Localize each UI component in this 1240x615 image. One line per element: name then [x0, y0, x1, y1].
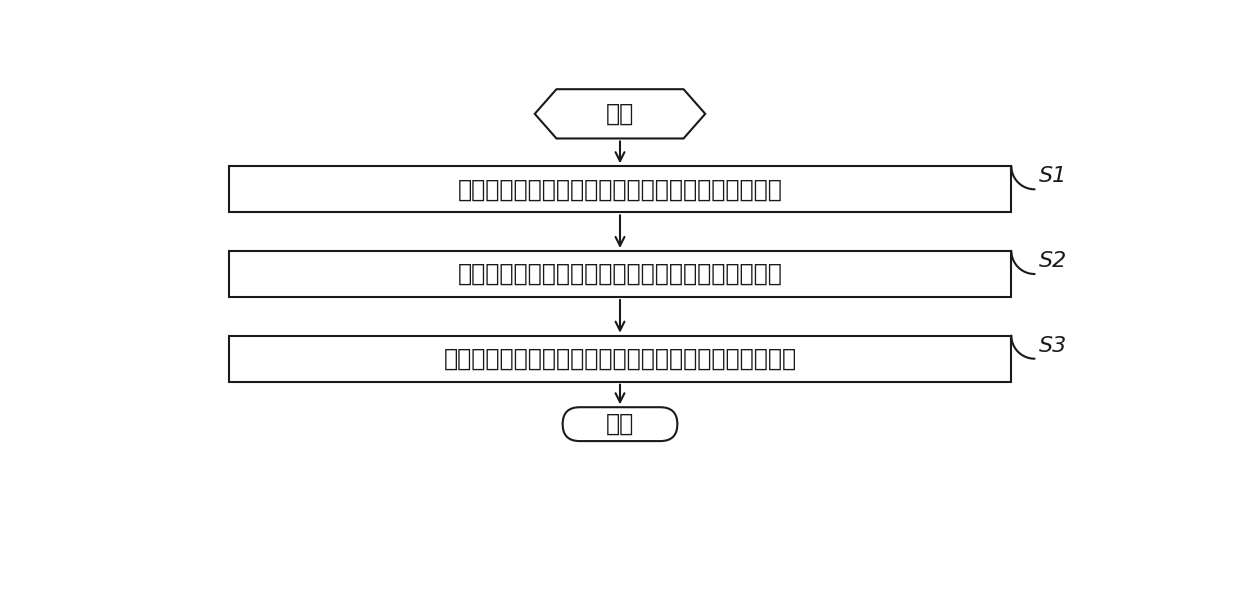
- Polygon shape: [534, 89, 706, 138]
- Bar: [228, 166, 1012, 212]
- Text: S1: S1: [1039, 166, 1068, 186]
- Text: 当汽车在隙道内行驶时，依次点亮汽车前方的照明灯: 当汽车在隙道内行驶时，依次点亮汽车前方的照明灯: [458, 262, 782, 286]
- Bar: [228, 336, 1012, 382]
- Text: 当检测到汽车靠近隙道时，依次点亮隙道口的照明灯: 当检测到汽车靠近隙道时，依次点亮隙道口的照明灯: [458, 177, 782, 201]
- Bar: [228, 251, 1012, 297]
- Text: 开始: 开始: [606, 102, 634, 126]
- Text: S2: S2: [1039, 251, 1068, 271]
- FancyBboxPatch shape: [563, 407, 677, 441]
- Text: 当汽车在隙道内行驶时，控制汽车之后的照明灯依次息灯: 当汽车在隙道内行驶时，控制汽车之后的照明灯依次息灯: [444, 347, 796, 371]
- Text: S3: S3: [1039, 336, 1068, 355]
- Text: 结束: 结束: [606, 412, 634, 436]
